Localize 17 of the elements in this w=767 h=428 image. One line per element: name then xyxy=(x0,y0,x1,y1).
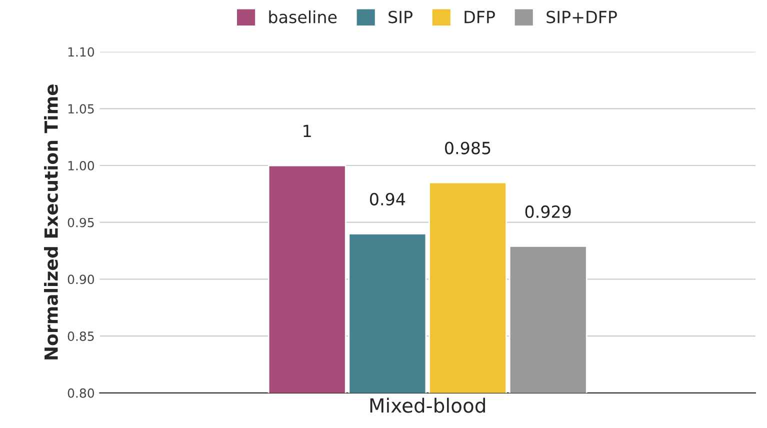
y-tick-label: 1.05 xyxy=(68,104,94,114)
y-axis-title: Normalized Execution Time xyxy=(44,84,58,360)
legend-label: SIP+DFP xyxy=(546,10,617,24)
y-tick-label: 0.90 xyxy=(68,274,94,284)
data-label: 1 xyxy=(304,124,311,138)
x-tick-label: Mixed-blood xyxy=(370,398,485,413)
y-tick-label: 0.95 xyxy=(68,218,94,228)
data-label: 0.929 xyxy=(525,205,571,218)
y-tick-label: 0.80 xyxy=(68,388,94,398)
y-tick-label: 1.10 xyxy=(68,47,94,57)
y-tick-label: 1.00 xyxy=(68,160,94,170)
legend-label: SIP xyxy=(388,10,412,24)
legend-label: DFP xyxy=(464,10,495,24)
y-tick-label: 0.85 xyxy=(68,332,94,341)
legend-label: baseline xyxy=(269,10,337,24)
data-label: 0.94 xyxy=(370,192,406,206)
data-label: 0.985 xyxy=(445,142,490,154)
